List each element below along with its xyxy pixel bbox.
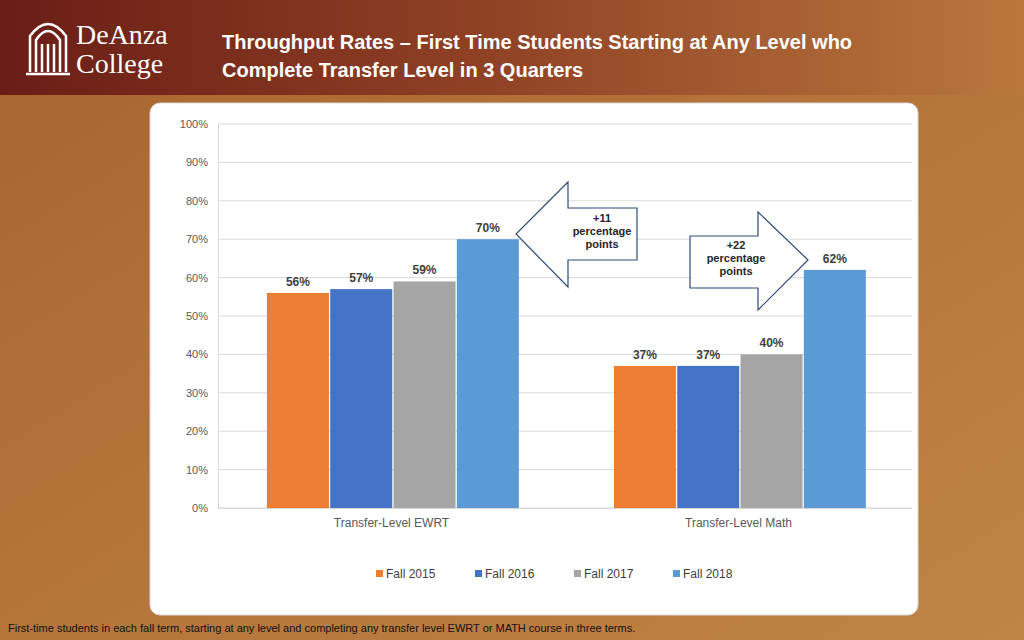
y-tick-label: 0%: [192, 502, 208, 514]
y-axis-line: [218, 125, 219, 509]
legend-item: Fall 2017: [574, 567, 634, 581]
x-axis-line: [219, 508, 913, 509]
y-tick: 100%: [180, 118, 218, 130]
logo-text: College: [76, 48, 163, 79]
footnote: First-time students in each fall term, s…: [8, 622, 635, 634]
legend-label: Fall 2016: [485, 567, 535, 581]
data-label: 70%: [476, 221, 500, 235]
annotation-text: +22percentagepoints: [707, 239, 766, 277]
y-tick-label: 90%: [186, 156, 208, 168]
bar: [457, 239, 519, 508]
text-line: +22: [727, 239, 746, 251]
legend-label: Fall 2017: [584, 567, 634, 581]
legend-label: Fall 2018: [683, 567, 733, 581]
header-band: [0, 0, 1024, 95]
bar: [330, 289, 392, 508]
x-axis: Transfer-Level EWRT Transfer-Level Math: [219, 508, 913, 530]
text-line: points: [720, 265, 753, 277]
legend-swatch: [475, 570, 482, 577]
data-label: 37%: [633, 348, 657, 362]
bar: [804, 270, 866, 508]
grid: [218, 124, 912, 508]
legend-swatch: [376, 570, 383, 577]
logo-column: [41, 44, 44, 72]
y-tick: 60%: [186, 272, 218, 284]
logo-arch-inner: [36, 31, 60, 72]
text-line: percentage: [707, 252, 766, 264]
data-label: 37%: [696, 348, 720, 362]
bar: [394, 281, 456, 508]
bar: [741, 354, 803, 508]
grid-line: [218, 162, 912, 163]
legend-swatch: [673, 570, 680, 577]
y-tick: 40%: [186, 348, 218, 360]
legend-item: Fall 2018: [673, 567, 733, 581]
logo-text: DeAnza: [76, 19, 168, 50]
text-line: points: [586, 238, 619, 250]
legend-label: Fall 2015: [386, 567, 436, 581]
bar: [267, 293, 329, 508]
y-tick: 90%: [186, 156, 218, 168]
y-tick-label: 10%: [186, 464, 208, 476]
y-tick-label: 30%: [186, 387, 208, 399]
logo-column: [47, 44, 50, 72]
y-tick: 80%: [186, 195, 218, 207]
y-tick-label: 60%: [186, 272, 208, 284]
text-line: +11: [593, 212, 611, 224]
y-tick: 20%: [186, 425, 218, 437]
logo-column: [53, 44, 56, 72]
y-axis: 0% 10% 20% 30% 40% 50% 60% 70% 80% 90% 100%: [180, 118, 219, 514]
y-tick-label: 80%: [186, 195, 208, 207]
logo-base: [26, 73, 70, 76]
y-tick-label: 20%: [186, 425, 208, 437]
x-tick: Transfer-Level Math: [685, 508, 792, 530]
bar: [614, 366, 676, 508]
background: [0, 0, 1024, 640]
data-label: 59%: [413, 263, 437, 277]
data-label: 56%: [286, 275, 310, 289]
annotation-arrow: [516, 182, 637, 287]
logo-icon: [26, 24, 70, 74]
chart-title: Throughput Rates – First Time Students S…: [222, 31, 852, 81]
bar: [677, 366, 739, 508]
text-line: Throughput Rates – First Time Students S…: [222, 31, 852, 53]
y-tick: 70%: [186, 233, 218, 245]
annotation-arrow: [690, 212, 808, 310]
y-tick-label: 50%: [186, 310, 208, 322]
x-tick-label: Transfer-Level Math: [685, 516, 792, 530]
page: DeAnzaCollege Throughput Rates – First Ti…: [0, 0, 1024, 640]
data-label: 40%: [760, 336, 784, 350]
text-line: percentage: [573, 225, 632, 237]
annotations: +11percentagepoints+22percentagepoints: [516, 182, 808, 310]
x-tick-label: Transfer-Level EWRT: [334, 516, 450, 530]
grid-line: [218, 124, 912, 125]
y-tick-label: 70%: [186, 233, 208, 245]
y-tick: 10%: [186, 464, 218, 476]
x-tick: Transfer-Level EWRT: [334, 508, 450, 530]
legend-item: Fall 2016: [475, 567, 535, 581]
legend: Fall 2015 Fall 2016 Fall 2017 Fall 2018: [376, 567, 733, 581]
data-label: 57%: [349, 271, 373, 285]
chart-panel: [150, 103, 918, 615]
y-tick: 0%: [192, 502, 218, 514]
y-tick: 30%: [186, 387, 218, 399]
y-tick-label: 40%: [186, 348, 208, 360]
legend-swatch: [574, 570, 581, 577]
y-tick: 50%: [186, 310, 218, 322]
data-label: 62%: [823, 252, 847, 266]
annotation-text: +11percentagepoints: [573, 212, 632, 250]
y-tick-label: 100%: [180, 118, 208, 130]
logo-arch: [30, 24, 66, 72]
legend-item: Fall 2015: [376, 567, 436, 581]
text-line: Complete Transfer Level in 3 Quarters: [222, 59, 583, 81]
